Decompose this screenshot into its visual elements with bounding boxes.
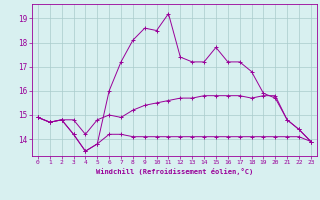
X-axis label: Windchill (Refroidissement éolien,°C): Windchill (Refroidissement éolien,°C) xyxy=(96,168,253,175)
